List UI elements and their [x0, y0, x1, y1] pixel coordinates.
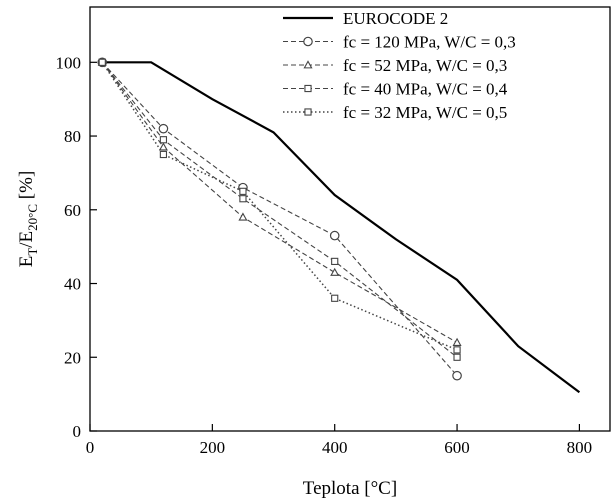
legend-label: fc = 52 MPa, W/C = 0,3 — [343, 56, 507, 75]
y-axis-label-main: E — [16, 256, 37, 268]
series-line — [101, 61, 458, 377]
y-axis-label-sub2: 20°C — [25, 204, 40, 231]
legend-item: fc = 120 MPa, W/C = 0,3 — [283, 33, 516, 52]
data-point-square — [239, 195, 247, 203]
series-4 — [98, 58, 461, 354]
y-tick-label: 80 — [64, 127, 81, 146]
x-tick-label: 800 — [567, 438, 593, 457]
data-point-triangle — [303, 60, 313, 69]
y-axis-label: ET/E20°C [%] — [16, 171, 40, 268]
y-tick-label: 40 — [64, 275, 81, 294]
y-tick-label: 0 — [73, 422, 82, 441]
y-tick-label: 100 — [56, 53, 82, 72]
legend: EUROCODE 2 fc = 120 MPa, W/C = 0,3 fc = 52… — [283, 9, 516, 122]
x-tick-label: 400 — [322, 438, 348, 457]
legend-item: EUROCODE 2 — [283, 9, 448, 28]
x-axis-label: Teplota [°C] — [303, 478, 397, 499]
data-point-square — [304, 84, 312, 93]
data-point-circle — [303, 36, 313, 47]
data-point-triangle — [158, 142, 168, 151]
legend-label: fc = 120 MPa, W/C = 0,3 — [343, 33, 516, 52]
data-point-square — [331, 294, 339, 302]
y-axis-label-unit: [%] — [16, 171, 37, 204]
legend-label: fc = 32 MPa, W/C = 0,5 — [343, 103, 507, 122]
data-point-triangle — [238, 212, 248, 221]
ticks: 0 200 400 600 800 0 20 40 60 80 100 — [56, 53, 593, 457]
series-line — [101, 61, 458, 358]
y-axis-label-mid: /E — [16, 231, 37, 248]
data-point-square — [453, 353, 461, 361]
data-point-circle — [158, 123, 169, 134]
y-tick-label: 20 — [64, 348, 81, 367]
data-point-square — [98, 58, 106, 66]
data-point-square — [331, 257, 339, 266]
x-tick-label: 600 — [444, 438, 470, 457]
legend-item: fc = 32 MPa, W/C = 0,5 — [283, 103, 507, 122]
data-point-square — [159, 136, 168, 144]
x-tick-label: 0 — [86, 438, 95, 457]
data-point-square — [159, 150, 168, 159]
legend-item: fc = 40 MPa, W/C = 0,4 — [283, 80, 508, 99]
data-point-square — [304, 108, 312, 116]
legend-item: fc = 52 MPa, W/C = 0,3 — [283, 56, 507, 75]
series-line — [102, 61, 581, 394]
legend-label: fc = 40 MPa, W/C = 0,4 — [343, 80, 508, 99]
data-point-circle — [329, 230, 340, 241]
data-point-triangle — [452, 337, 462, 346]
data-point-square — [453, 346, 461, 354]
series-layer — [97, 57, 581, 394]
legend-label: EUROCODE 2 — [343, 9, 448, 28]
y-axis-label-sub1: T — [25, 248, 40, 256]
x-tick-label: 200 — [200, 438, 226, 457]
data-point-circle — [452, 370, 462, 381]
series-0 — [102, 61, 581, 394]
data-point-square — [239, 187, 247, 195]
y-tick-label: 60 — [64, 201, 81, 220]
data-point-triangle — [330, 267, 340, 276]
